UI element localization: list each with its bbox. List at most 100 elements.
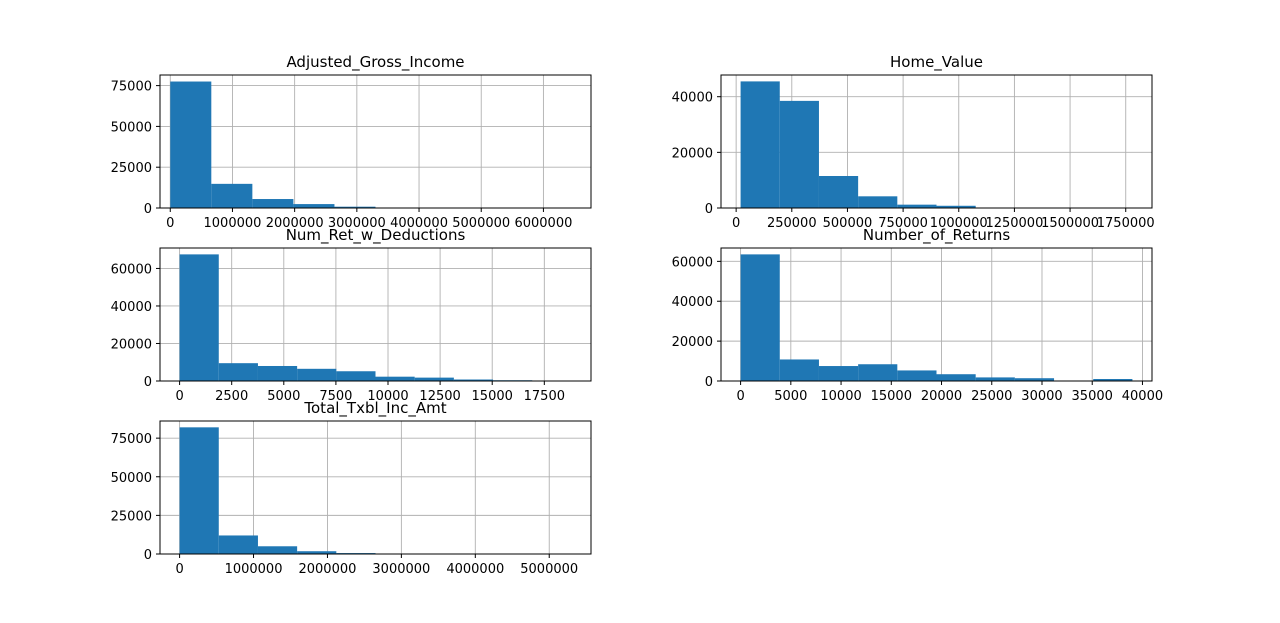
x-tick-label: 35000 [1072,389,1113,404]
histogram-bar [336,371,376,381]
histogram-bar [740,254,780,381]
histogram-bar [453,379,494,381]
x-tick-label: 0 [175,562,183,577]
histogram-bar [179,427,219,554]
y-tick-label: 20000 [672,146,713,161]
x-tick-label: 250000 [767,216,817,231]
x-tick-label: 30000 [1021,389,1062,404]
axes-frame [159,420,592,555]
y-tick-label: 40000 [672,91,713,106]
histogram-panel: 0 1000000 2000000 3000000 4000000 5000000 6000… [111,53,592,231]
histogram-bar [1014,378,1055,381]
histogram-bar [334,206,376,208]
x-tick-label: 2000000 [298,562,356,577]
histogram-panel: 0 250000 500000 750000 100000012500001500000… [672,53,1155,231]
histogram-bar [975,377,1015,381]
y-tick-label: 50000 [111,471,152,486]
y-tick-label: 75000 [111,80,152,95]
histogram-bar [297,368,337,381]
x-tick-label: 6000000 [514,216,572,231]
x-tick-label: 20000 [921,389,962,404]
histogram-bar [740,81,780,208]
histogram-bar [170,81,212,208]
x-tick-label: 5000000 [452,216,510,231]
y-tick-label: 0 [144,548,152,563]
histogram-bar [218,535,258,554]
x-tick-label: 1500000 [1041,216,1099,231]
histogram-panel: 0 2500 5000 7500 10000 12500 15000 17500 0 20000 4… [111,226,592,404]
x-tick-label: 1750000 [1097,216,1155,231]
y-tick-label: 25000 [111,161,152,176]
histogram-bar [936,374,976,381]
histogram-bar [1093,379,1133,381]
x-tick-label: 1000000 [225,562,283,577]
x-tick-label: 4000000 [446,562,504,577]
panel-title: Adjusted_Gross_Income [286,53,464,72]
histogram-bar [414,377,454,381]
x-tick-label: 2500 [215,389,248,404]
histogram-bar [897,370,937,381]
histogram-bar [936,205,976,208]
histogram-bar [779,100,819,208]
x-tick-label: 0 [175,389,183,404]
y-tick-label: 0 [705,375,713,390]
y-tick-label: 0 [705,202,713,217]
x-tick-label: 15000 [871,389,912,404]
histogram-bar [257,546,298,554]
x-tick-label: 750000 [878,216,928,231]
y-tick-label: 0 [144,202,152,217]
x-tick-label: 15000 [472,389,513,404]
x-tick-label: 3000000 [372,562,430,577]
histogram-bar [179,254,219,381]
x-tick-label: 1000000 [204,216,262,231]
panel-title: Home_Value [890,53,983,72]
axes-frame [159,74,592,209]
y-tick-label: 60000 [111,262,152,277]
x-tick-label: 7500 [319,389,352,404]
y-tick-label: 40000 [672,295,713,310]
panel-title: Num_Ret_w_Deductions [286,226,466,245]
y-tick-label: 75000 [111,432,152,447]
x-tick-label: 0 [732,216,740,231]
y-tick-label: 50000 [111,120,152,135]
x-tick-label: 40000 [1122,389,1163,404]
histogram-bar [818,176,859,208]
x-tick-label: 25000 [971,389,1012,404]
x-tick-label: 5000 [267,389,300,404]
panel-title: Number_of_Returns [863,226,1010,245]
histogram-bar [211,183,253,208]
x-tick-label: 3000000 [328,216,386,231]
histogram-bar [375,376,415,381]
histogram-bar [818,366,859,381]
x-tick-label: 0 [736,389,744,404]
y-tick-label: 0 [144,375,152,390]
histogram-bar [252,199,294,208]
y-tick-label: 60000 [672,255,713,270]
axes-frame [720,74,1153,209]
histogram-bar [257,365,298,381]
x-tick-label: 5000 [774,389,807,404]
histogram-panel: 0 5000 10000 15000 20000 25000 30000 35000 40000… [672,226,1163,404]
y-tick-label: 20000 [672,335,713,350]
axes-frame [159,247,592,382]
x-tick-label: 4000000 [390,216,448,231]
histogram-bar [858,196,898,208]
y-tick-label: 20000 [111,337,152,352]
x-tick-label: 1250000 [985,216,1043,231]
histogram-panel: 0 1000000 2000000 3000000 4000000 5000000 0 250… [111,399,592,577]
panel-title: Total_Txbl_Inc_Amt [303,399,446,418]
histogram-bar [897,204,937,208]
x-tick-label: 2000000 [266,216,324,231]
y-tick-label: 25000 [111,509,152,524]
axes-frame [720,247,1153,382]
x-tick-label: 500000 [823,216,873,231]
histogram-bar [779,359,819,381]
x-tick-label: 1000000 [930,216,988,231]
histogram-bar [297,551,337,554]
histogram-bar [218,363,258,381]
x-tick-label: 10000 [367,389,408,404]
x-tick-label: 17500 [524,389,565,404]
y-tick-label: 40000 [111,300,152,315]
x-tick-label: 12500 [419,389,460,404]
